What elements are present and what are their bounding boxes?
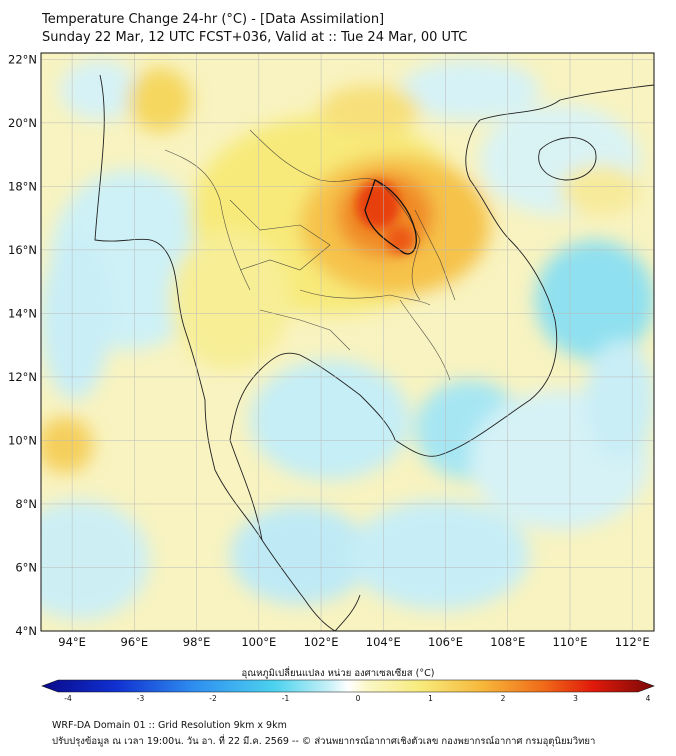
colorbar-tick-label: 3: [573, 694, 578, 703]
lon-tick-label: 100°E: [241, 635, 276, 649]
lat-tick-label: 12°N: [8, 370, 37, 384]
lon-tick-label: 94°E: [58, 635, 86, 649]
colorbar-tick-label: 4: [646, 694, 651, 703]
lon-tick-label: 102°E: [304, 635, 339, 649]
colorbar-tick-label: -4: [64, 694, 72, 703]
colorbar-gradient: [41, 679, 655, 693]
lon-tick-label: 112°E: [615, 635, 650, 649]
lon-tick-label: 106°E: [428, 635, 463, 649]
lat-tick-label: 22°N: [8, 52, 37, 66]
colorbar-tick-label: 1: [428, 694, 433, 703]
lon-tick-label: 104°E: [366, 635, 401, 649]
gridlines: [41, 53, 654, 631]
footer-update-info: ปรับปรุงข้อมูล ณ เวลา 19:00น. วัน อา. ที…: [52, 736, 596, 747]
lat-tick-label: 16°N: [8, 243, 37, 257]
lat-tick-label: 8°N: [15, 497, 37, 511]
map-title: Temperature Change 24-hr (°C) - [Data As…: [42, 12, 385, 27]
colorbar-tick-label: -2: [209, 694, 217, 703]
lat-tick-label: 4°N: [15, 624, 37, 638]
colorbar-tick-label: -3: [137, 694, 145, 703]
lat-tick-label: 20°N: [8, 116, 37, 130]
map-subtitle: Sunday 22 Mar, 12 UTC FCST+036, Valid at…: [42, 30, 468, 45]
colorbar-ticks: -4 -3 -2 -1 0 1 2 3 4: [64, 694, 650, 703]
lon-tick-label: 98°E: [183, 635, 211, 649]
lat-tick-label: 14°N: [8, 306, 37, 320]
footer-model-info: WRF-DA Domain 01 :: Grid Resolution 9km …: [52, 720, 287, 731]
colorbar-title: อุณหภูมิเปลี่ยนแปลง หน่วย องศาเซลเซียส (…: [241, 668, 435, 679]
province-outline: [364, 179, 417, 255]
colorbar-tick-label: 2: [501, 694, 506, 703]
lat-tick-label: 18°N: [8, 179, 37, 193]
colorbar-tick-label: -1: [282, 694, 290, 703]
borders: [164, 129, 456, 381]
temperature-field: [41, 53, 654, 631]
lon-tick-label: 110°E: [553, 635, 588, 649]
lat-tick-label: 10°N: [8, 433, 37, 447]
coastlines: [94, 74, 654, 631]
colorbar: -4 -3 -2 -1 0 1 2 3 4: [41, 679, 655, 703]
latitude-axis: 22°N 20°N 18°N 16°N 14°N 12°N 10°N 8°N 6°N 4°N: [8, 52, 37, 638]
lat-tick-label: 6°N: [15, 560, 37, 574]
map-frame: [40, 52, 655, 632]
colorbar-tick-label: 0: [356, 694, 361, 703]
longitude-axis: 94°E 96°E 98°E 100°E 102°E 104°E 106°E 108°E 110…: [58, 635, 649, 649]
lon-tick-label: 96°E: [121, 635, 149, 649]
lon-tick-label: 108°E: [490, 635, 525, 649]
